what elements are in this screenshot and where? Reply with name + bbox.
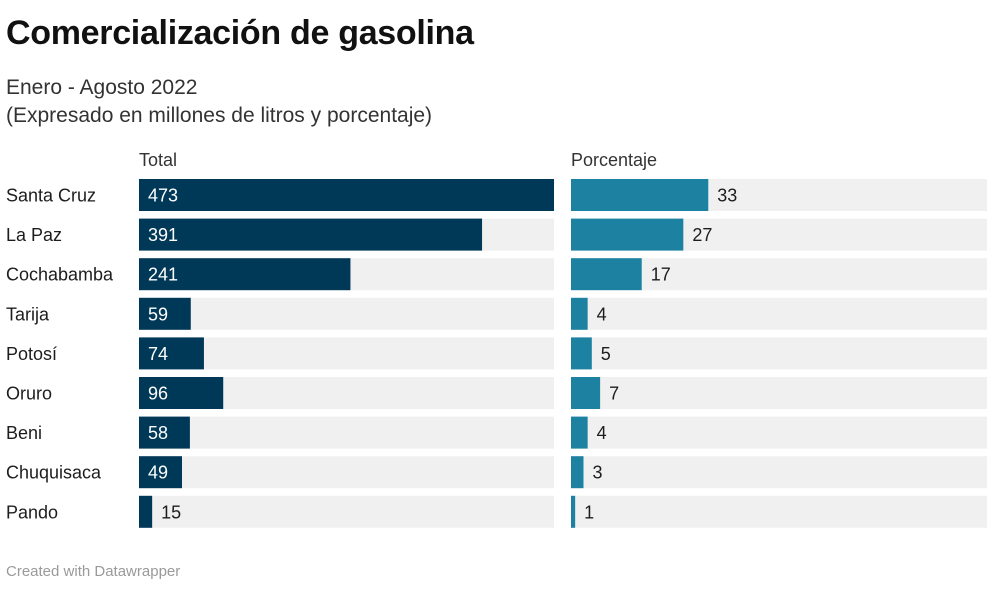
chart-footer-credit: Created with Datawrapper — [6, 563, 181, 580]
percent-value-label: 4 — [597, 304, 607, 324]
percent-value-label: 3 — [592, 463, 602, 483]
percent-value-label: 17 — [651, 265, 671, 285]
total-bar — [139, 416, 190, 449]
column-header-total: Total — [139, 150, 177, 170]
total-value-label: 473 — [148, 186, 178, 206]
total-bar — [139, 495, 153, 528]
percent-bar — [571, 495, 576, 528]
percent-bar-track — [571, 377, 987, 409]
percent-bar-track — [571, 337, 987, 370]
category-label: Cochabamba — [6, 265, 114, 285]
total-bar — [139, 337, 204, 370]
chart-subtitle-period: Enero - Agosto 2022 — [6, 76, 198, 99]
percent-bar — [571, 456, 584, 489]
total-bar-track — [139, 456, 554, 489]
percent-value-label: 4 — [597, 423, 607, 443]
total-value-label: 58 — [148, 423, 168, 443]
percent-bar-track — [571, 297, 987, 330]
total-bar-track — [139, 495, 554, 528]
percent-bar-track — [571, 416, 987, 449]
total-bar — [139, 297, 191, 330]
percent-value-label: 27 — [692, 225, 712, 245]
percent-bar — [571, 258, 642, 291]
percent-value-label: 7 — [609, 384, 619, 404]
category-label: Oruro — [6, 384, 52, 404]
percent-value-label: 33 — [717, 186, 737, 206]
total-value-label: 391 — [148, 225, 178, 245]
category-label: Potosí — [6, 344, 57, 364]
total-bar-track — [139, 297, 554, 330]
total-bar-track — [139, 416, 554, 449]
category-label: Chuquisaca — [6, 463, 102, 483]
total-value-label: 49 — [148, 463, 168, 483]
percent-bar — [571, 297, 588, 330]
category-label: Tarija — [6, 304, 50, 324]
category-label: Santa Cruz — [6, 186, 96, 206]
chart-title: Comercialización de gasolina — [6, 14, 474, 52]
total-value-label: 96 — [148, 384, 168, 404]
category-label: Pando — [6, 502, 58, 522]
total-value-label: 59 — [148, 304, 168, 324]
total-value-label: 74 — [148, 344, 168, 364]
percent-bar — [571, 179, 709, 211]
total-bar — [139, 456, 182, 489]
category-label: La Paz — [6, 225, 62, 245]
percent-bar-track — [571, 456, 987, 489]
percent-bar — [571, 377, 601, 409]
percent-bar-track — [571, 495, 987, 528]
total-bar — [139, 218, 483, 251]
percent-bar — [571, 337, 592, 370]
category-label: Beni — [6, 423, 42, 443]
total-bar-track — [139, 337, 554, 370]
percent-bar — [571, 416, 588, 449]
percent-value-label: 1 — [584, 502, 594, 522]
total-bar — [139, 377, 224, 409]
chart-subtitle-units: (Expresado en millones de litros y porce… — [6, 104, 433, 127]
percent-bar — [571, 218, 684, 251]
total-bar — [139, 258, 351, 291]
column-header-percent: Porcentaje — [571, 150, 657, 170]
total-value-label: 15 — [161, 502, 181, 522]
percent-value-label: 5 — [601, 344, 611, 364]
total-bar — [139, 179, 554, 211]
total-value-label: 241 — [148, 265, 178, 285]
